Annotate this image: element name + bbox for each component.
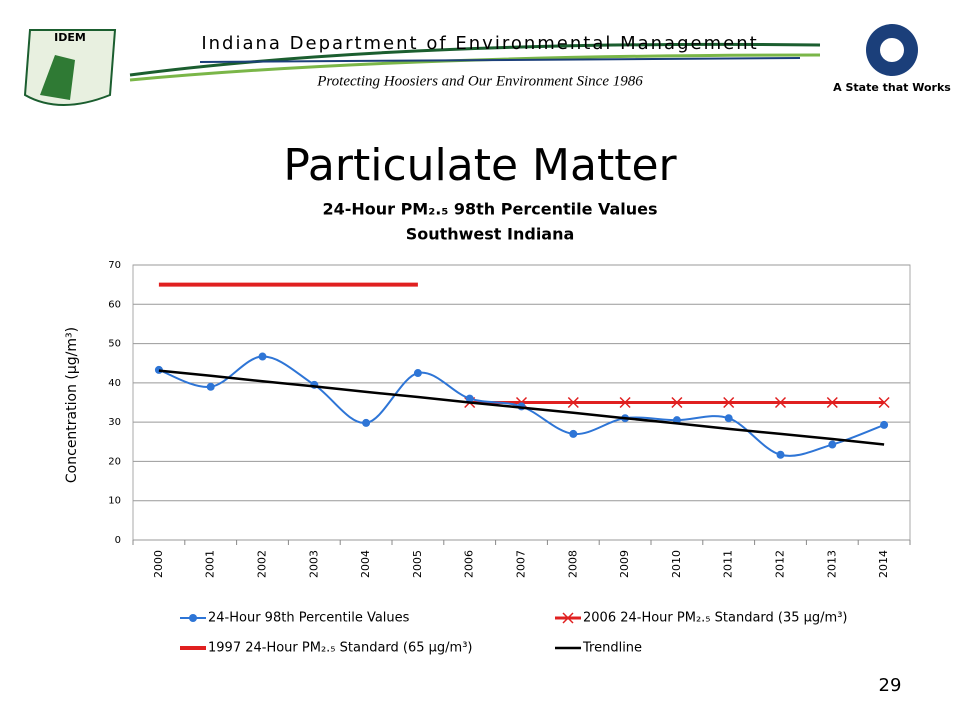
data-point (362, 418, 371, 427)
y-tick-label: 10 (108, 496, 121, 507)
state-logo-inner (880, 38, 904, 62)
data-point (878, 396, 890, 409)
data-point (774, 396, 787, 409)
header-title: Indiana Department of Environmental Mana… (201, 33, 758, 54)
data-point (724, 414, 733, 423)
chart-subtitle: Southwest Indiana (406, 225, 575, 244)
y-tick-label: 60 (108, 299, 121, 310)
data-point (776, 450, 785, 459)
y-tick-label: 0 (115, 535, 121, 546)
data-point (258, 352, 267, 361)
header-swoosh (129, 42, 821, 77)
data-point (569, 429, 578, 438)
series-line (158, 355, 885, 457)
x-tick-label: 2002 (256, 550, 269, 578)
data-point (880, 420, 889, 429)
data-point (828, 440, 837, 449)
data-point (723, 396, 735, 409)
x-tick-label: 2014 (877, 550, 890, 578)
chart-title: 24-Hour PM₂.₅ 98th Percentile Values (322, 200, 657, 219)
legend-label: 24-Hour 98th Percentile Values (208, 611, 410, 626)
data-point (413, 369, 422, 378)
header-subtitle: Protecting Hoosiers and Our Environment … (316, 73, 643, 89)
legend-label: Trendline (582, 641, 642, 656)
y-tick-label: 40 (108, 378, 121, 389)
slide-title: Particulate Matter (283, 140, 677, 191)
state-logo-text: A State that Works (833, 81, 951, 94)
x-tick-label: 2007 (515, 550, 528, 578)
x-tick-label: 2004 (359, 550, 372, 578)
y-axis-label: Concentration (µg/m³) (64, 327, 80, 483)
x-tick-label: 2009 (618, 550, 631, 578)
x-tick-label: 2003 (307, 550, 320, 578)
legend-marker (189, 614, 197, 622)
x-tick-label: 2001 (204, 550, 217, 578)
y-tick-label: 70 (108, 260, 121, 271)
x-tick-label: 2008 (566, 550, 579, 578)
data-point (619, 396, 631, 409)
data-point (206, 382, 215, 391)
x-tick-label: 2013 (825, 550, 838, 578)
idem-logo-text: IDEM (54, 31, 86, 44)
series-line (158, 369, 885, 446)
data-point (671, 396, 683, 409)
legend-label: 1997 24-Hour PM₂.₅ Standard (65 µg/m³) (208, 641, 473, 656)
x-tick-label: 2000 (152, 550, 165, 578)
data-point (826, 396, 838, 409)
x-tick-label: 2005 (411, 550, 424, 578)
x-tick-label: 2011 (722, 550, 735, 578)
legend-label: 2006 24-Hour PM₂.₅ Standard (35 µg/m³) (583, 611, 848, 626)
x-tick-label: 2010 (670, 550, 683, 578)
idem-logo-shape (40, 55, 75, 100)
page-number: 29 (879, 675, 902, 696)
y-tick-label: 20 (108, 456, 121, 467)
y-tick-label: 50 (108, 339, 121, 350)
y-tick-label: 30 (108, 417, 121, 428)
data-point (465, 394, 474, 403)
legend-marker (562, 612, 574, 624)
x-tick-label: 2006 (463, 550, 476, 578)
x-tick-label: 2012 (774, 550, 787, 578)
header-rule (199, 57, 801, 63)
data-point (567, 396, 579, 409)
